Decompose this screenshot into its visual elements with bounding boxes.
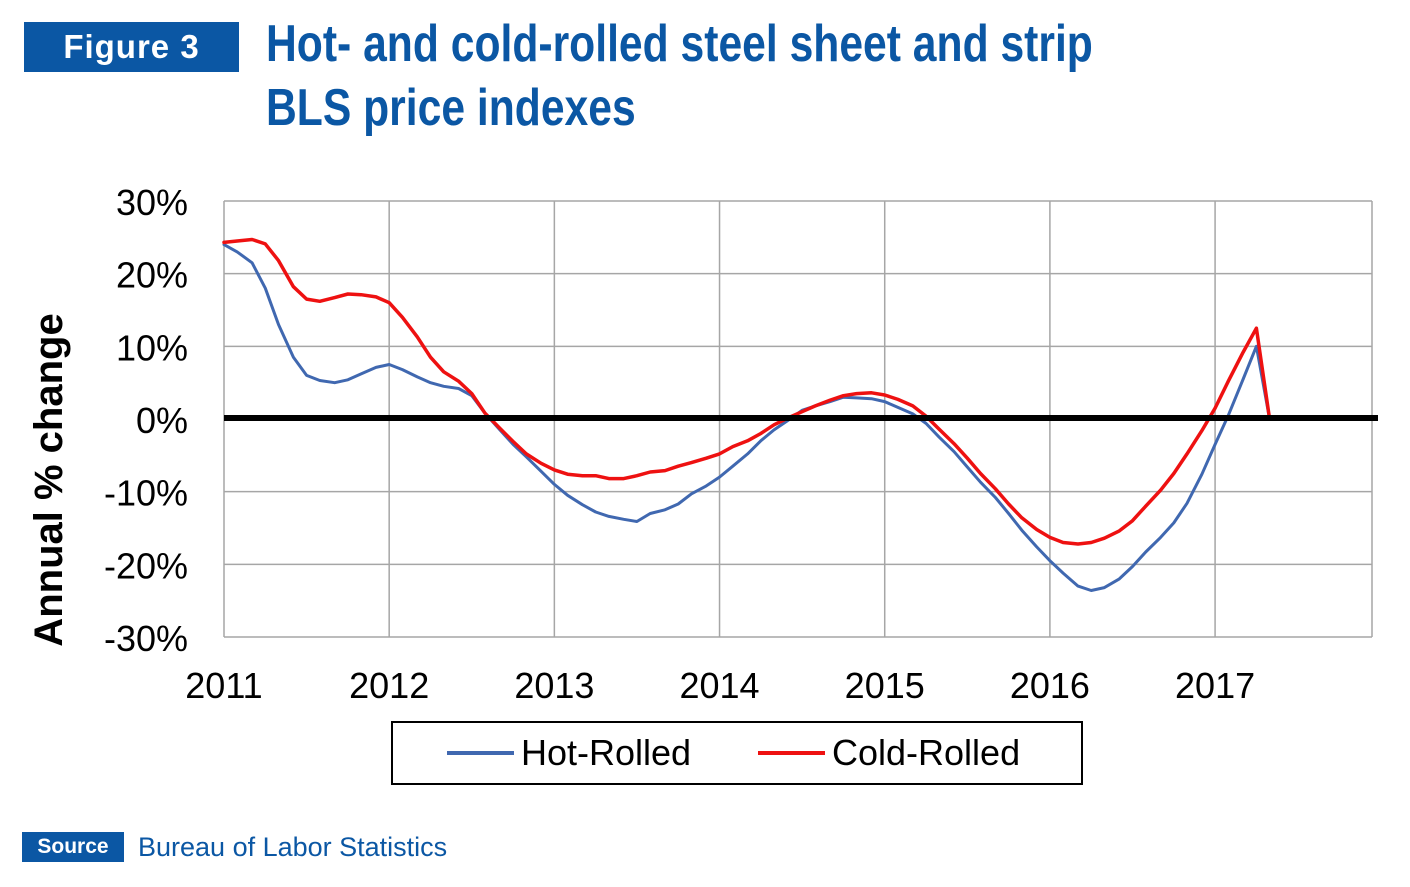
x-tick-label-2012: 2012: [349, 665, 429, 706]
x-tick-label-2011: 2011: [185, 665, 262, 706]
y-tick-label-0: 0%: [136, 400, 188, 441]
legend-label-cold-rolled: Cold-Rolled: [832, 732, 1020, 773]
chart-title: Hot- and cold-rolled steel sheet and str…: [266, 12, 1184, 140]
legend-label-hot-rolled: Hot-Rolled: [521, 732, 691, 773]
x-tick-label-2016: 2016: [1010, 665, 1090, 706]
figure-badge: Figure 3: [24, 22, 239, 72]
y-tick-label-30: 30%: [116, 182, 188, 223]
legend: Hot-Rolled Cold-Rolled: [391, 721, 1083, 785]
x-tick-label-2014: 2014: [679, 665, 759, 706]
y-axis-label: Annual % change: [27, 313, 71, 646]
y-tick-label-20: 20%: [116, 255, 188, 296]
y-tick-label-10: -10%: [104, 473, 188, 514]
x-tick-label-2013: 2013: [514, 665, 594, 706]
series-line-cold-rolled: [222, 237, 1369, 546]
source-text: Bureau of Labor Statistics: [138, 832, 448, 862]
x-tick-label-2015: 2015: [845, 665, 925, 706]
y-tick-labels: 30% 20% 10% 0% -10% -20% -30%: [104, 182, 188, 659]
x-tick-label-2017: 2017: [1175, 665, 1255, 706]
chart-title-line-2: BLS price indexes: [266, 79, 636, 137]
y-tick-label-20: -20%: [104, 545, 188, 586]
y-tick-label-10: 10%: [116, 327, 188, 368]
x-tick-labels: 2011 2012 2013 2014 2015 2016 2017: [185, 665, 1255, 706]
source-badge: Source: [22, 832, 124, 862]
y-tick-label-30: -30%: [104, 618, 188, 659]
chart-title-line-1: Hot- and cold-rolled steel sheet and str…: [266, 15, 1093, 73]
